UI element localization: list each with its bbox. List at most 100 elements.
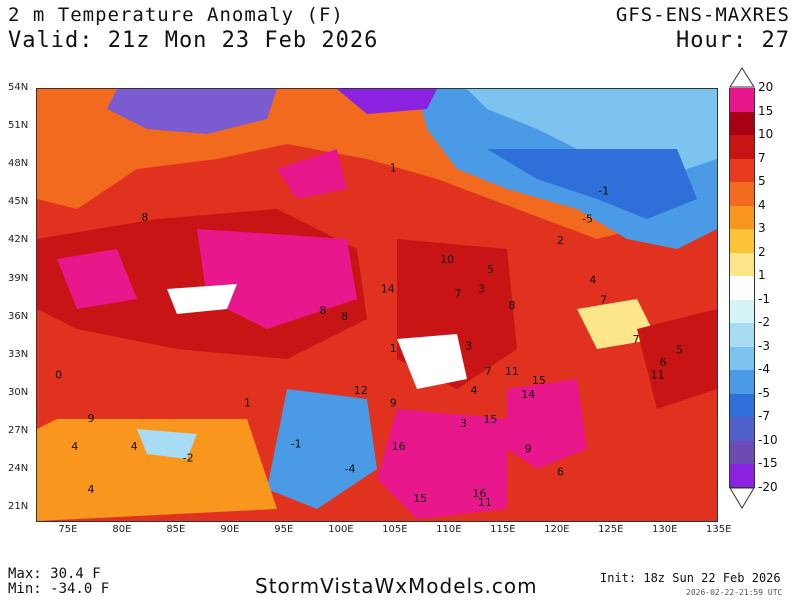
lat-tick-label: 45N (8, 196, 29, 208)
anomaly-label: -4 (345, 463, 356, 476)
lon-tick-label: 90E (220, 524, 240, 535)
max-value: Max: 30.4 F (8, 566, 101, 582)
anomaly-label: 14 (521, 388, 535, 401)
legend-tick-label: -2 (758, 315, 770, 329)
lon-tick-label: 95E (274, 524, 294, 535)
anomaly-label: 11 (478, 496, 492, 509)
legend-tick-label: -1 (758, 291, 770, 306)
lon-tick-label: 105E (382, 524, 408, 535)
anomaly-label: 10 (440, 253, 454, 266)
lon-tick-label: 110E (436, 524, 462, 535)
anomaly-label: 7 (485, 365, 492, 378)
legend-swatch (729, 323, 755, 347)
legend-tick-label: 20 (758, 80, 774, 94)
anomaly-label: 5 (487, 263, 494, 276)
legend-tick-label: -7 (758, 409, 770, 423)
lat-tick-label: 27N (8, 425, 29, 437)
legend-tick-label: 10 (758, 127, 774, 141)
lat-tick-label: 36N (8, 310, 29, 322)
valid-time: Valid: 21z Mon 23 Feb 2026 (8, 28, 379, 53)
anomaly-label: 9 (390, 397, 397, 410)
anomaly-label: -1 (291, 437, 302, 450)
anomaly-label: 7 (600, 294, 607, 307)
legend-tick-label: 2 (758, 244, 766, 259)
anomaly-shading (37, 89, 717, 521)
anomaly-label: 7 (633, 333, 640, 346)
color-legend (729, 67, 755, 509)
legend-tick-label: -5 (758, 385, 770, 400)
legend-tick-label: 15 (758, 103, 774, 118)
legend-swatch (729, 464, 755, 488)
lon-tick-label: 125E (598, 524, 624, 535)
legend-tick-label: 5 (758, 174, 766, 188)
lat-tick-label: 48N (8, 158, 29, 170)
anomaly-label: 11 (505, 365, 519, 378)
legend-swatch (729, 158, 755, 182)
timestamp: 2026-02-22-21:59 UTC (686, 588, 783, 597)
lon-tick-label: 130E (652, 524, 678, 535)
legend-tick-label: -10 (758, 432, 778, 447)
anomaly-label: 15 (413, 492, 427, 505)
legend-tick-label: 7 (758, 150, 766, 165)
map-title: 2 m Temperature Anomaly (F) (8, 4, 344, 26)
forecast-hour: Hour: 27 (676, 28, 790, 53)
model-name: GFS-ENS-MAXRES (615, 4, 790, 26)
anomaly-label: 3 (465, 339, 472, 352)
lat-tick-label: 21N (8, 501, 29, 513)
legend-swatch (729, 135, 755, 159)
lon-tick-label: 85E (166, 524, 186, 535)
init-time: Init: 18z Sun 22 Feb 2026 (600, 571, 781, 585)
legend-swatch (729, 299, 755, 323)
anomaly-label: 16 (392, 440, 406, 453)
legend-swatch (729, 88, 755, 112)
legend-tick-label: 4 (758, 197, 766, 212)
legend-swatch (729, 229, 755, 253)
legend-swatch (729, 276, 755, 300)
legend-swatch (729, 417, 755, 441)
anomaly-label: 4 (471, 384, 478, 397)
lat-tick-label: 51N (8, 120, 29, 132)
anomaly-label: 11 (651, 369, 665, 382)
anomaly-label: 8 (320, 304, 327, 317)
legend-swatch (729, 370, 755, 394)
anomaly-label: 2 (557, 234, 564, 247)
legend-swatch (729, 182, 755, 206)
anomaly-label: 12 (354, 384, 368, 397)
lon-tick-label: 115E (490, 524, 516, 535)
legend-swatch (729, 111, 755, 135)
legend-arrow-down-icon (729, 487, 755, 509)
legend-swatch (729, 440, 755, 464)
anomaly-label: 3 (478, 282, 485, 295)
anomaly-label: 4 (589, 273, 596, 286)
anomaly-label: 4 (71, 440, 78, 453)
anomaly-label: -1 (598, 184, 609, 197)
legend-swatch (729, 205, 755, 229)
lon-tick-label: 80E (112, 524, 132, 535)
anomaly-label: 15 (483, 413, 497, 426)
lat-tick-label: 42N (8, 234, 29, 246)
legend-arrow-up-icon (729, 67, 755, 88)
lon-tick-label: 120E (544, 524, 570, 535)
anomaly-map: 1 -1 -5 8 2 10 5 4 14 7 3 7 8 8 8 7 3 1 5 6 0 7 11 11 15 12 4 14 9 1 9… (36, 88, 718, 522)
lon-tick-label: 135E (706, 524, 732, 535)
anomaly-label: 4 (87, 483, 94, 496)
anomaly-label: 7 (454, 287, 461, 300)
brand-link[interactable]: StormVistaWxModels.com (255, 574, 538, 598)
anomaly-label: 5 (676, 343, 683, 356)
anomaly-label: 6 (660, 356, 667, 369)
anomaly-label: 9 (525, 442, 532, 455)
legend-tick-label: 3 (758, 221, 766, 235)
anomaly-label: 1 (390, 162, 397, 175)
lat-tick-label: 30N (8, 386, 29, 398)
legend-tick-label: 1 (758, 268, 766, 282)
anomaly-label: 3 (460, 417, 467, 430)
anomaly-label: 6 (557, 465, 564, 478)
anomaly-label: 1 (244, 397, 251, 410)
lat-tick-label: 24N (8, 463, 29, 475)
legend-swatch (729, 393, 755, 417)
lon-tick-label: 75E (58, 524, 78, 535)
legend-tick-label: -3 (758, 338, 770, 353)
lat-tick-label: 33N (8, 348, 29, 360)
anomaly-label: -5 (582, 212, 593, 225)
